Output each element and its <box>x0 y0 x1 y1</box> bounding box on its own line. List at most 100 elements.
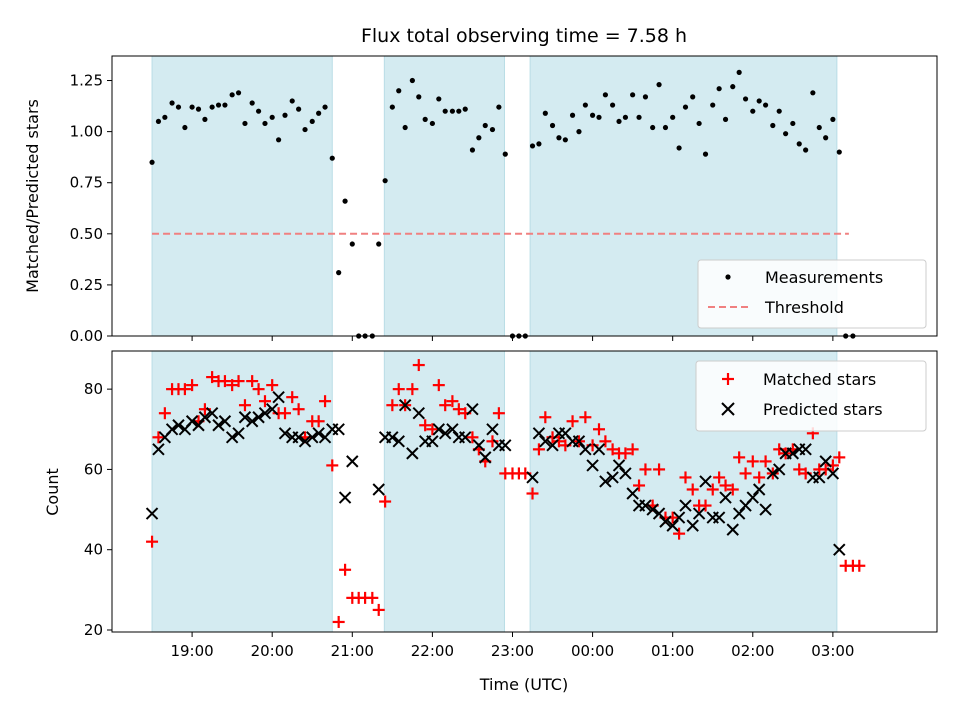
predicted-star-marker <box>833 543 846 556</box>
measurement-point <box>796 141 802 147</box>
measurement-point <box>770 122 776 129</box>
predicted-star-marker <box>759 503 772 516</box>
predicted-star-marker <box>579 443 592 456</box>
matched-star-marker <box>379 495 392 508</box>
matched-star-marker <box>592 423 605 436</box>
measurement-point <box>803 147 809 153</box>
bottom-axes-frame <box>111 350 938 633</box>
predicted-star-marker <box>539 435 552 448</box>
measurement-point <box>442 108 448 114</box>
measurement-point <box>336 270 342 276</box>
legend-measurement-marker <box>725 274 731 280</box>
measurement-point <box>722 116 729 122</box>
measurement-point <box>662 124 669 131</box>
matched-star-marker <box>392 383 405 396</box>
bottom-y-ticks: 20 40 60 80 <box>84 380 112 639</box>
x-tick-label: 02:00 <box>731 642 774 660</box>
x-tick-label: 22:00 <box>411 642 454 660</box>
predicted-star-marker <box>338 491 352 504</box>
measurement-point <box>556 135 562 141</box>
measurement-point <box>656 82 662 88</box>
predicted-stars-points <box>145 390 846 556</box>
matched-star-marker <box>579 411 592 424</box>
predicted-star-marker <box>386 431 399 444</box>
predicted-star-marker <box>238 411 252 424</box>
matched-star-marker <box>218 375 231 388</box>
matched-star-marker <box>466 431 479 444</box>
predicted-star-marker <box>218 415 232 428</box>
matched-star-marker <box>286 391 299 404</box>
predicted-star-marker <box>312 427 325 440</box>
matched-star-marker <box>833 451 846 464</box>
matched-star-marker <box>426 423 439 436</box>
measurement-points <box>149 69 856 339</box>
measurement-point <box>790 120 796 127</box>
predicted-star-marker <box>699 475 712 488</box>
predicted-star-marker <box>426 435 439 448</box>
matched-star-marker <box>406 383 419 396</box>
measurement-point <box>589 112 596 118</box>
matched-star-marker <box>146 535 159 548</box>
measurement-point <box>776 108 782 114</box>
legend-matched-label: Matched stars <box>763 370 876 389</box>
bottom-observing-window-1 <box>383 350 505 633</box>
chart-title: Flux total observing time = 7.58 h <box>361 25 687 47</box>
measurement-point <box>576 129 582 135</box>
predicted-star-marker <box>799 443 812 456</box>
predicted-star-marker <box>526 471 539 484</box>
predicted-star-marker <box>412 407 425 420</box>
predicted-star-marker <box>292 431 305 444</box>
measurement-point <box>730 84 736 90</box>
predicted-star-marker <box>432 423 446 436</box>
predicted-star-marker <box>479 451 492 464</box>
predicted-star-marker <box>732 507 746 520</box>
measurement-point <box>630 92 636 98</box>
matched-star-marker <box>238 399 251 412</box>
measurement-point <box>296 106 302 112</box>
matched-star-marker <box>266 379 279 392</box>
matched-star-marker <box>386 399 399 412</box>
predicted-star-marker <box>278 427 292 440</box>
predicted-star-marker <box>752 483 766 496</box>
measurement-point <box>496 104 502 110</box>
matched-star-marker <box>366 591 379 604</box>
predicted-star-marker <box>486 423 499 436</box>
top-y-ticks: 0.00 0.25 0.50 0.75 1.00 1.25 <box>70 72 112 345</box>
measurement-point <box>710 102 716 108</box>
measurement-point <box>302 126 308 133</box>
matched-star-marker <box>279 407 292 420</box>
predicted-star-marker <box>606 471 619 484</box>
predicted-star-marker <box>819 455 832 468</box>
predicted-star-marker <box>438 427 452 440</box>
measurement-point <box>409 77 415 84</box>
matched-star-marker <box>639 463 652 476</box>
predicted-star-marker <box>499 439 512 452</box>
measurement-point <box>469 147 476 153</box>
predicted-star-marker <box>646 503 659 516</box>
x-axis-label: Time (UTC) <box>479 675 568 694</box>
measurement-point <box>209 104 215 110</box>
matched-star-marker <box>186 379 199 392</box>
predicted-star-marker <box>212 419 225 432</box>
predicted-star-marker <box>679 499 692 512</box>
measurement-point <box>783 131 789 137</box>
measurement-point <box>642 94 649 100</box>
measurement-point <box>456 108 462 114</box>
matched-star-marker <box>492 407 505 420</box>
measurement-point <box>562 137 568 143</box>
top-y-tick-label: 0.50 <box>70 225 103 243</box>
predicted-star-marker <box>612 459 626 472</box>
predicted-star-marker <box>719 491 732 504</box>
measurement-point <box>269 114 275 120</box>
measurement-point <box>316 110 322 116</box>
measurement-point <box>229 92 235 98</box>
predicted-star-marker <box>766 467 780 480</box>
measurement-point <box>756 98 762 104</box>
predicted-star-marker <box>172 419 185 432</box>
matched-star-marker <box>606 443 619 456</box>
predicted-star-marker <box>826 467 840 480</box>
measurement-point <box>542 110 548 116</box>
predicted-star-marker <box>692 507 706 520</box>
measurement-point <box>422 116 428 122</box>
